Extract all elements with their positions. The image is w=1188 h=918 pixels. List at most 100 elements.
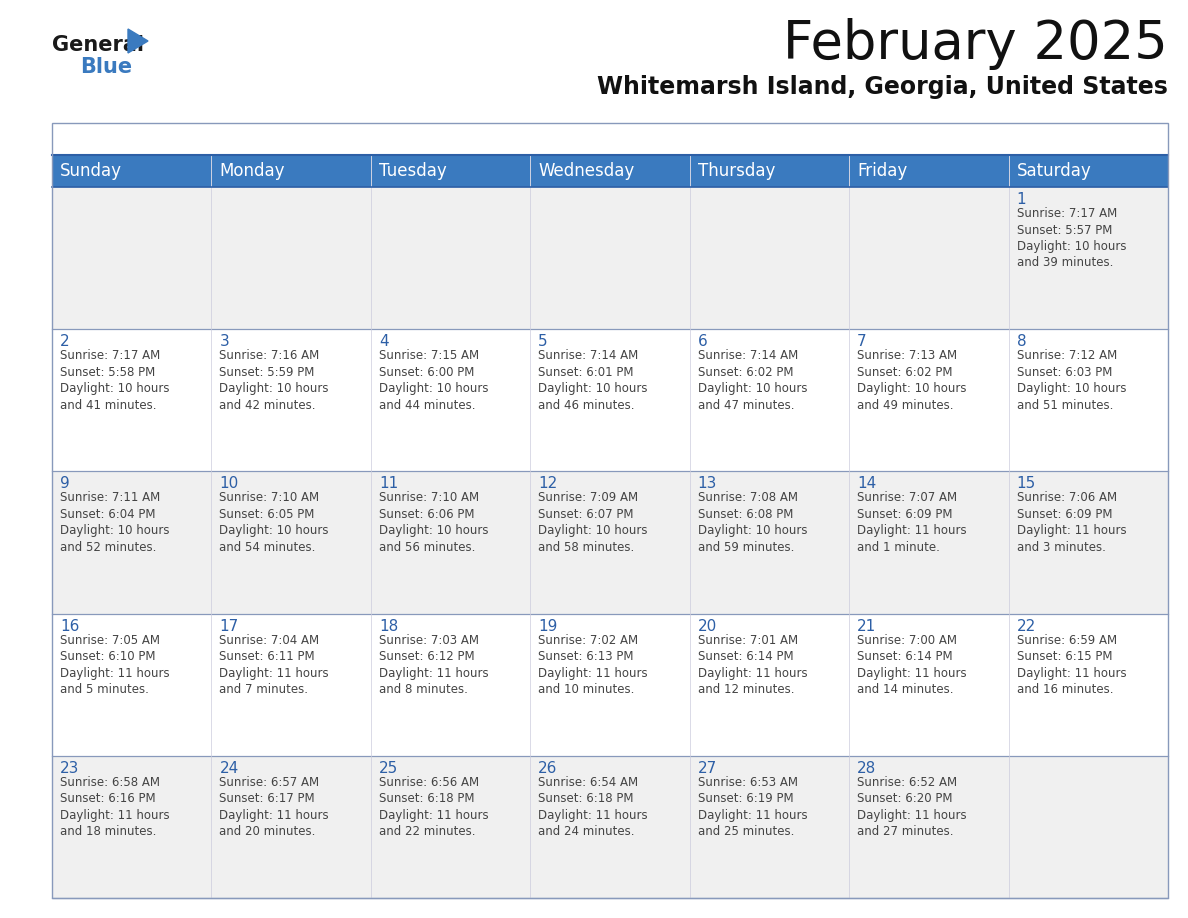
Text: Sunrise: 7:17 AM
Sunset: 5:57 PM
Daylight: 10 hours
and 39 minutes.: Sunrise: 7:17 AM Sunset: 5:57 PM Dayligh… [1017, 207, 1126, 270]
Text: 27: 27 [697, 761, 716, 776]
Text: Blue: Blue [80, 57, 132, 77]
Bar [530, 187, 690, 330]
Text: 16: 16 [59, 619, 80, 633]
Text: 4: 4 [379, 334, 388, 349]
Bar [530, 155, 690, 187]
Text: 20: 20 [697, 619, 716, 633]
Text: 15: 15 [1017, 476, 1036, 491]
Text: Sunrise: 6:59 AM
Sunset: 6:15 PM
Daylight: 11 hours
and 16 minutes.: Sunrise: 6:59 AM Sunset: 6:15 PM Dayligh… [1017, 633, 1126, 696]
Text: Sunrise: 7:02 AM
Sunset: 6:13 PM
Daylight: 11 hours
and 10 minutes.: Sunrise: 7:02 AM Sunset: 6:13 PM Dayligh… [538, 633, 647, 696]
Text: 12: 12 [538, 476, 557, 491]
Bar [1009, 330, 1168, 472]
Text: Sunrise: 6:53 AM
Sunset: 6:19 PM
Daylight: 11 hours
and 25 minutes.: Sunrise: 6:53 AM Sunset: 6:19 PM Dayligh… [697, 776, 808, 838]
Text: 19: 19 [538, 619, 557, 633]
Bar [52, 330, 211, 472]
Text: Sunrise: 7:12 AM
Sunset: 6:03 PM
Daylight: 10 hours
and 51 minutes.: Sunrise: 7:12 AM Sunset: 6:03 PM Dayligh… [1017, 349, 1126, 411]
Text: 26: 26 [538, 761, 557, 776]
Text: 28: 28 [857, 761, 877, 776]
Text: 6: 6 [697, 334, 707, 349]
Text: 10: 10 [220, 476, 239, 491]
Bar [849, 756, 1009, 898]
Bar [52, 756, 211, 898]
Text: 9: 9 [59, 476, 70, 491]
Bar [52, 123, 1168, 898]
Bar [1009, 472, 1168, 613]
Text: Tuesday: Tuesday [379, 162, 447, 180]
Text: 5: 5 [538, 334, 548, 349]
Text: Whitemarsh Island, Georgia, United States: Whitemarsh Island, Georgia, United State… [598, 75, 1168, 99]
Bar [52, 472, 211, 613]
Text: 21: 21 [857, 619, 877, 633]
Text: Sunday: Sunday [59, 162, 122, 180]
Text: Sunrise: 7:17 AM
Sunset: 5:58 PM
Daylight: 10 hours
and 41 minutes.: Sunrise: 7:17 AM Sunset: 5:58 PM Dayligh… [59, 349, 170, 411]
Text: 14: 14 [857, 476, 877, 491]
Text: 24: 24 [220, 761, 239, 776]
Bar [849, 472, 1009, 613]
Text: 17: 17 [220, 619, 239, 633]
Bar [690, 756, 849, 898]
Bar [530, 613, 690, 756]
Bar [1009, 155, 1168, 187]
Text: 13: 13 [697, 476, 718, 491]
Bar [211, 330, 371, 472]
Text: 3: 3 [220, 334, 229, 349]
Bar [530, 330, 690, 472]
Text: Sunrise: 7:00 AM
Sunset: 6:14 PM
Daylight: 11 hours
and 14 minutes.: Sunrise: 7:00 AM Sunset: 6:14 PM Dayligh… [857, 633, 967, 696]
Bar [690, 330, 849, 472]
Bar [690, 472, 849, 613]
Text: Monday: Monday [220, 162, 285, 180]
Text: Sunrise: 7:08 AM
Sunset: 6:08 PM
Daylight: 10 hours
and 59 minutes.: Sunrise: 7:08 AM Sunset: 6:08 PM Dayligh… [697, 491, 807, 554]
Bar [371, 330, 530, 472]
Bar [211, 613, 371, 756]
Bar [52, 155, 211, 187]
Text: 25: 25 [379, 761, 398, 776]
Text: Sunrise: 7:14 AM
Sunset: 6:02 PM
Daylight: 10 hours
and 47 minutes.: Sunrise: 7:14 AM Sunset: 6:02 PM Dayligh… [697, 349, 807, 411]
Text: 11: 11 [379, 476, 398, 491]
Text: Sunrise: 7:10 AM
Sunset: 6:05 PM
Daylight: 10 hours
and 54 minutes.: Sunrise: 7:10 AM Sunset: 6:05 PM Dayligh… [220, 491, 329, 554]
Text: Saturday: Saturday [1017, 162, 1092, 180]
Bar [690, 187, 849, 330]
Bar [530, 472, 690, 613]
Bar [371, 613, 530, 756]
Text: Sunrise: 6:52 AM
Sunset: 6:20 PM
Daylight: 11 hours
and 27 minutes.: Sunrise: 6:52 AM Sunset: 6:20 PM Dayligh… [857, 776, 967, 838]
Text: February 2025: February 2025 [783, 18, 1168, 70]
Bar [849, 613, 1009, 756]
Bar [849, 330, 1009, 472]
Bar [371, 187, 530, 330]
Bar [211, 472, 371, 613]
Text: Sunrise: 7:14 AM
Sunset: 6:01 PM
Daylight: 10 hours
and 46 minutes.: Sunrise: 7:14 AM Sunset: 6:01 PM Dayligh… [538, 349, 647, 411]
Text: 1: 1 [1017, 192, 1026, 207]
Bar [211, 187, 371, 330]
Text: Sunrise: 7:13 AM
Sunset: 6:02 PM
Daylight: 10 hours
and 49 minutes.: Sunrise: 7:13 AM Sunset: 6:02 PM Dayligh… [857, 349, 967, 411]
Bar [849, 155, 1009, 187]
Text: 18: 18 [379, 619, 398, 633]
Text: Sunrise: 6:58 AM
Sunset: 6:16 PM
Daylight: 11 hours
and 18 minutes.: Sunrise: 6:58 AM Sunset: 6:16 PM Dayligh… [59, 776, 170, 838]
Text: 23: 23 [59, 761, 80, 776]
Text: Sunrise: 7:05 AM
Sunset: 6:10 PM
Daylight: 11 hours
and 5 minutes.: Sunrise: 7:05 AM Sunset: 6:10 PM Dayligh… [59, 633, 170, 696]
Bar [371, 472, 530, 613]
Bar [690, 613, 849, 756]
Polygon shape [128, 29, 148, 53]
Bar [52, 187, 211, 330]
Bar [849, 187, 1009, 330]
Text: 7: 7 [857, 334, 867, 349]
Text: Sunrise: 7:04 AM
Sunset: 6:11 PM
Daylight: 11 hours
and 7 minutes.: Sunrise: 7:04 AM Sunset: 6:11 PM Dayligh… [220, 633, 329, 696]
Text: Sunrise: 7:15 AM
Sunset: 6:00 PM
Daylight: 10 hours
and 44 minutes.: Sunrise: 7:15 AM Sunset: 6:00 PM Dayligh… [379, 349, 488, 411]
Bar [690, 155, 849, 187]
Bar [530, 756, 690, 898]
Text: Sunrise: 6:54 AM
Sunset: 6:18 PM
Daylight: 11 hours
and 24 minutes.: Sunrise: 6:54 AM Sunset: 6:18 PM Dayligh… [538, 776, 647, 838]
Bar [211, 155, 371, 187]
Text: Sunrise: 6:57 AM
Sunset: 6:17 PM
Daylight: 11 hours
and 20 minutes.: Sunrise: 6:57 AM Sunset: 6:17 PM Dayligh… [220, 776, 329, 838]
Text: 8: 8 [1017, 334, 1026, 349]
Text: 2: 2 [59, 334, 70, 349]
Bar [371, 155, 530, 187]
Bar [211, 756, 371, 898]
Text: Sunrise: 7:03 AM
Sunset: 6:12 PM
Daylight: 11 hours
and 8 minutes.: Sunrise: 7:03 AM Sunset: 6:12 PM Dayligh… [379, 633, 488, 696]
Bar [371, 756, 530, 898]
Text: Sunrise: 7:06 AM
Sunset: 6:09 PM
Daylight: 11 hours
and 3 minutes.: Sunrise: 7:06 AM Sunset: 6:09 PM Dayligh… [1017, 491, 1126, 554]
Text: Sunrise: 7:09 AM
Sunset: 6:07 PM
Daylight: 10 hours
and 58 minutes.: Sunrise: 7:09 AM Sunset: 6:07 PM Dayligh… [538, 491, 647, 554]
Text: Thursday: Thursday [697, 162, 775, 180]
Text: Sunrise: 6:56 AM
Sunset: 6:18 PM
Daylight: 11 hours
and 22 minutes.: Sunrise: 6:56 AM Sunset: 6:18 PM Dayligh… [379, 776, 488, 838]
Text: General: General [52, 35, 144, 55]
Bar [1009, 613, 1168, 756]
